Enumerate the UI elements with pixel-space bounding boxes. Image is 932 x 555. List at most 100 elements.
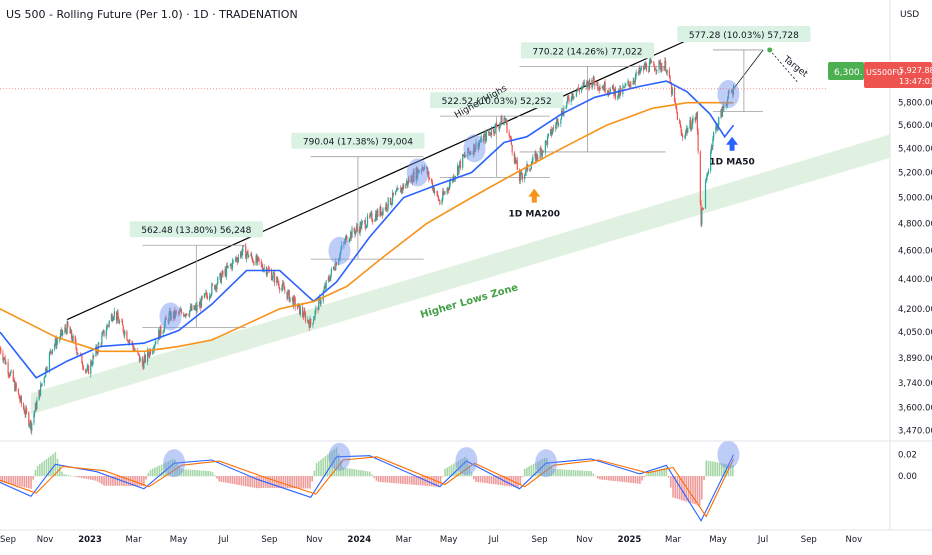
histogram-bar — [717, 462, 719, 476]
histogram-bar — [581, 471, 583, 477]
x-tick-label: Nov — [37, 535, 54, 545]
histogram-bar — [236, 476, 238, 485]
candle-body — [367, 215, 368, 224]
candle-body — [393, 193, 394, 196]
candle-body — [196, 305, 197, 311]
histogram-bar — [714, 462, 716, 476]
candle-body — [41, 383, 42, 386]
histogram-bar — [92, 476, 94, 480]
candle-body — [362, 222, 363, 223]
histogram-bar — [701, 476, 703, 500]
candle-body — [155, 341, 156, 344]
candle-body — [258, 258, 259, 261]
histogram-bar — [526, 468, 528, 477]
histogram-bar — [216, 476, 218, 479]
candle-body — [434, 191, 435, 193]
candle-body — [310, 319, 311, 325]
candle-body — [682, 135, 683, 137]
candle-body — [101, 335, 102, 344]
candle-body — [625, 84, 626, 85]
y-tick-label: 3,600.00 — [898, 403, 932, 413]
highlight-circle — [159, 302, 181, 330]
histogram-bar — [119, 476, 121, 486]
candle-body — [145, 355, 146, 362]
candle-body — [124, 331, 125, 335]
histogram-bar — [402, 476, 404, 484]
histogram-bar — [442, 476, 444, 477]
candle-body — [589, 80, 590, 88]
histogram-bar — [24, 476, 26, 487]
range-label: 790.04 (17.38%) 79,004 — [303, 138, 413, 148]
histogram-bar — [677, 476, 679, 499]
histogram-bar — [203, 471, 205, 477]
histogram-bar — [234, 476, 236, 484]
histogram-bar — [309, 476, 311, 489]
histogram-bar — [232, 476, 234, 484]
histogram-bar — [198, 470, 200, 476]
x-tick-label: Jul — [217, 535, 228, 545]
candle-body — [83, 367, 84, 370]
range-label: 522.52 (10.03%) 52,252 — [442, 97, 552, 107]
histogram-bar — [15, 476, 17, 485]
candle-body — [444, 193, 445, 194]
histogram-bar — [229, 476, 231, 483]
candle-body — [672, 88, 673, 94]
histogram-bar — [10, 476, 12, 484]
x-tick-label: May — [709, 535, 727, 545]
histogram-bar — [387, 476, 389, 483]
candle-body — [718, 117, 719, 125]
x-tick-label: Jul — [757, 535, 768, 545]
histogram-bar — [77, 476, 79, 477]
histogram-bar — [482, 476, 484, 483]
candle-body — [372, 221, 373, 222]
candle-body — [723, 107, 724, 109]
histogram-bar — [508, 476, 510, 486]
histogram-bar — [260, 476, 262, 488]
histogram-bar — [697, 476, 699, 505]
candle-body — [300, 308, 301, 315]
histogram-bar — [59, 465, 61, 476]
x-tick-label: Jul — [488, 535, 499, 545]
histogram-bar — [626, 476, 628, 482]
histogram-bar — [32, 476, 34, 480]
x-tick-label: Nov — [306, 535, 323, 545]
histogram-bar — [415, 476, 417, 485]
candle-body — [21, 396, 22, 403]
histogram-bar — [156, 467, 158, 477]
candle-body — [62, 333, 63, 335]
candle-body — [705, 182, 706, 209]
histogram-bar — [367, 471, 369, 476]
candle-body — [388, 198, 389, 209]
histogram-bar — [221, 476, 223, 482]
highlight-circle — [328, 237, 350, 265]
histogram-bar — [431, 476, 433, 486]
candle-body — [403, 185, 404, 189]
candle-body — [713, 132, 714, 139]
histogram-bar — [256, 476, 258, 488]
histogram-bar — [389, 476, 391, 483]
histogram-bar — [630, 476, 632, 483]
histogram-bar — [590, 471, 592, 476]
target-dot — [767, 47, 772, 52]
histogram-bar — [289, 476, 291, 488]
histogram-bar — [710, 461, 712, 476]
y-tick-label: 3,740.00 — [898, 379, 932, 389]
ma200-label: 1D MA200 — [509, 210, 561, 220]
histogram-bar — [588, 471, 590, 476]
candle-body — [181, 310, 182, 313]
histogram-bar — [670, 476, 672, 488]
histogram-bar — [187, 470, 189, 477]
range-label: 770.22 (14.26%) 77,022 — [532, 47, 642, 57]
histogram-bar — [624, 476, 626, 482]
histogram-bar — [50, 456, 52, 477]
y-tick-label: 4,600.00 — [898, 247, 932, 257]
osc-highlight-circle — [535, 449, 557, 477]
histogram-bar — [562, 469, 564, 476]
y-tick-label: 4,800.00 — [898, 220, 932, 230]
histogram-bar — [57, 459, 59, 477]
histogram-bar — [247, 476, 249, 487]
ma50-label: 1D MA50 — [709, 158, 754, 168]
histogram-bar — [201, 471, 203, 477]
candle-body — [18, 389, 19, 394]
